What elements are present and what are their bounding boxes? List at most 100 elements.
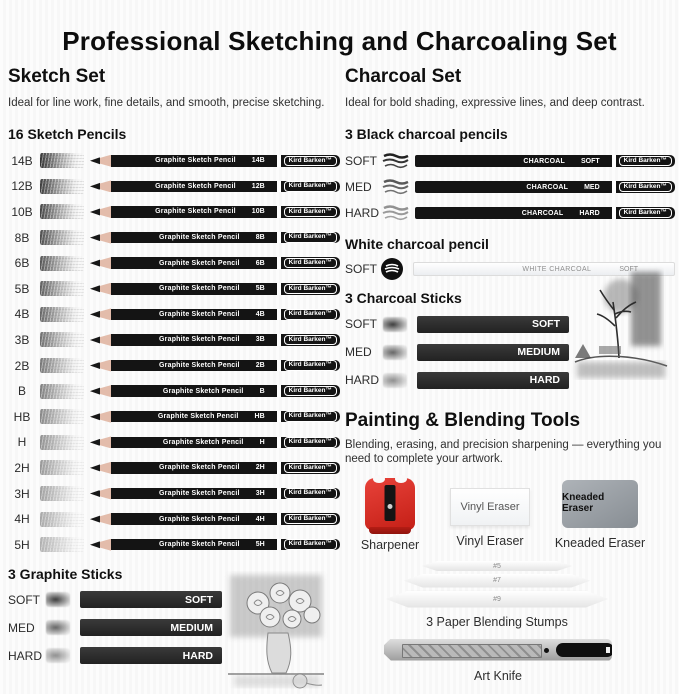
pencil-tip xyxy=(90,410,111,423)
blending-stump: #5 xyxy=(422,561,572,571)
pencil-white-band xyxy=(276,206,281,218)
brand-badge: Kird Barken™ xyxy=(283,181,337,192)
pencil-body: Graphite Sketch Pencil 3H Kird Barken™ xyxy=(111,487,340,500)
pencil-print-grade: 6B xyxy=(255,259,265,267)
art-knife-caption: Art Knife xyxy=(474,668,522,683)
pencil-print-label: Graphite Sketch Pencil xyxy=(159,464,240,472)
pencil-tip xyxy=(90,359,111,372)
rose-sketch-art xyxy=(228,575,324,689)
graphite-shade-swatch xyxy=(40,383,84,399)
sketch-pencil-row: 14B Graphite Sketch Pencil 14B Kird Bark… xyxy=(8,148,340,174)
brand-badge: Kird Barken™ xyxy=(283,232,337,243)
kneaded-eraser-icon: Kneaded Eraser xyxy=(562,480,638,528)
pencil-print-grade: HB xyxy=(254,413,265,421)
graphite-shade-swatch xyxy=(40,434,84,450)
graphite-shade-swatch xyxy=(40,204,84,220)
kneaded-eraser-item: Kneaded Eraser Kneaded Eraser xyxy=(545,474,655,552)
charcoal-grade-label: HARD xyxy=(345,206,380,220)
pencil-print-grade: 12B xyxy=(251,182,265,190)
stumps-caption: 3 Paper Blending Stumps xyxy=(426,614,568,629)
pencil-body: Graphite Sketch Pencil 4B Kird Barken™ xyxy=(111,308,340,321)
pencil-grade-label: 6B xyxy=(14,256,30,271)
pencil-tip xyxy=(90,487,111,500)
pencil-print-grade: MED xyxy=(584,183,600,191)
sketch-pencil-row: 6B Graphite Sketch Pencil 6B Kird Barken… xyxy=(8,250,340,276)
graphite-shade-swatch xyxy=(40,255,84,271)
pencil-white-band xyxy=(276,359,281,372)
stick-row: MED MEDIUM xyxy=(8,614,340,642)
charcoal-pencils-heading: 3 Black charcoal pencils xyxy=(345,126,508,142)
pencil-tip xyxy=(90,461,111,474)
pencil-print-label: Graphite Sketch Pencil xyxy=(159,336,240,344)
sketch-pencil-row: 2H Graphite Sketch Pencil 2H Kird Barken… xyxy=(8,455,340,481)
kneaded-eraser-caption: Kneaded Eraser xyxy=(554,536,646,550)
blending-stump: #7 xyxy=(404,574,590,588)
pencil-body: Graphite Sketch Pencil 12B Kird Barken™ xyxy=(111,180,340,193)
brand-badge: Kird Barken™ xyxy=(283,411,337,422)
pencil-body: Graphite Sketch Pencil 10B Kird Barken™ xyxy=(111,206,340,218)
sketch-pencil-row: 4B Graphite Sketch Pencil 4B Kird Barken… xyxy=(8,302,340,328)
pencil-print-label: Graphite Sketch Pencil xyxy=(159,362,240,370)
charcoal-pencil-row: MED CHARCOAL MED Kird Barken™ xyxy=(345,174,675,200)
stick-shade-swatch xyxy=(46,648,70,663)
pencil-print-grade: 10B xyxy=(251,208,265,216)
stump-size-label: #9 xyxy=(493,595,501,603)
pencil-body: Graphite Sketch Pencil 3B Kird Barken™ xyxy=(111,334,340,346)
vinyl-eraser-caption: Vinyl Eraser xyxy=(456,534,524,548)
graphite-pencil-illustration: Graphite Sketch Pencil 2H Kird Barken™ xyxy=(90,461,340,474)
pencil-body: Graphite Sketch Pencil HB Kird Barken™ xyxy=(111,410,340,423)
pencil-print-grade: SOFT xyxy=(619,265,638,273)
pencil-body: Graphite Sketch Pencil 6B Kird Barken™ xyxy=(111,257,340,269)
pencil-print-label: Graphite Sketch Pencil xyxy=(159,310,240,318)
pencil-white-band xyxy=(276,462,281,474)
graphite-pencil-illustration: Graphite Sketch Pencil 4H Kird Barken™ xyxy=(90,513,340,526)
pencil-grade-label: B xyxy=(17,384,26,399)
stick-print-label: HARD xyxy=(182,649,213,662)
brand-badge: Kird Barken™ xyxy=(283,155,337,167)
sketch-pencil-list: 14B Graphite Sketch Pencil 14B Kird Bark… xyxy=(8,148,340,558)
landscape-sketch-art xyxy=(574,272,668,378)
stick-shade-swatch xyxy=(46,620,70,635)
graphite-shade-swatch xyxy=(40,511,84,527)
pencil-body: Graphite Sketch Pencil 5H Kird Barken™ xyxy=(111,538,340,551)
brand-badge: Kird Barken™ xyxy=(618,155,672,167)
charcoal-pencil-illustration: CHARCOAL HARD Kird Barken™ xyxy=(415,207,675,219)
stick-illustration: SOFT xyxy=(80,591,222,608)
pencil-print-grade: 5H xyxy=(255,541,265,549)
white-scribble-icon xyxy=(384,263,400,273)
pencil-grade-label: 10B xyxy=(11,204,33,219)
pencil-grade-label: 2H xyxy=(14,460,30,475)
art-knife-icon xyxy=(384,638,612,661)
graphite-pencil-illustration: Graphite Sketch Pencil 12B Kird Barken™ xyxy=(90,180,340,193)
sketch-pencil-row: 3B Graphite Sketch Pencil 3B Kird Barken… xyxy=(8,327,340,353)
stick-illustration: MEDIUM xyxy=(417,343,569,361)
pencil-body: Graphite Sketch Pencil B Kird Barken™ xyxy=(111,385,340,397)
sketch-pencil-row: 5H Graphite Sketch Pencil 5H Kird Barken… xyxy=(8,532,340,558)
pencil-print-label: Graphite Sketch Pencil xyxy=(162,438,244,446)
pencil-white-band xyxy=(276,410,281,423)
brand-badge: Kird Barken™ xyxy=(283,488,337,499)
pencil-grade-label: H xyxy=(17,435,27,450)
pencil-grade-label: 2B xyxy=(14,358,30,373)
stick-grade-label: HARD xyxy=(345,373,380,387)
pencil-body: Graphite Sketch Pencil 14B Kird Barken™ xyxy=(111,155,340,167)
stick-row: MED MEDIUM xyxy=(345,338,675,366)
pencil-print-grade: 4B xyxy=(255,310,265,318)
pencil-body: Graphite Sketch Pencil H Kird Barken™ xyxy=(111,436,340,449)
stick-illustration: SOFT xyxy=(417,315,569,333)
blending-stump: #9 xyxy=(386,590,608,608)
sketch-pencil-row: 8B Graphite Sketch Pencil 8B Kird Barken… xyxy=(8,225,340,251)
stick-illustration: MEDIUM xyxy=(80,619,222,636)
stick-shade-swatch xyxy=(383,372,407,388)
pencil-print-grade: 5B xyxy=(255,285,265,293)
sketch-pencil-row: 5B Graphite Sketch Pencil 5B Kird Barken… xyxy=(8,276,340,302)
pencil-tip xyxy=(90,282,111,295)
pencil-grade-label: 4H xyxy=(14,512,30,527)
vinyl-eraser-item: Vinyl Eraser Vinyl Eraser xyxy=(435,474,545,552)
pencil-white-band xyxy=(276,538,281,551)
graphite-pencil-illustration: Graphite Sketch Pencil 8B Kird Barken™ xyxy=(90,231,340,244)
pencil-tip xyxy=(90,180,111,193)
vinyl-eraser-icon: Vinyl Eraser xyxy=(450,488,530,526)
stick-row: SOFT SOFT xyxy=(345,310,675,338)
